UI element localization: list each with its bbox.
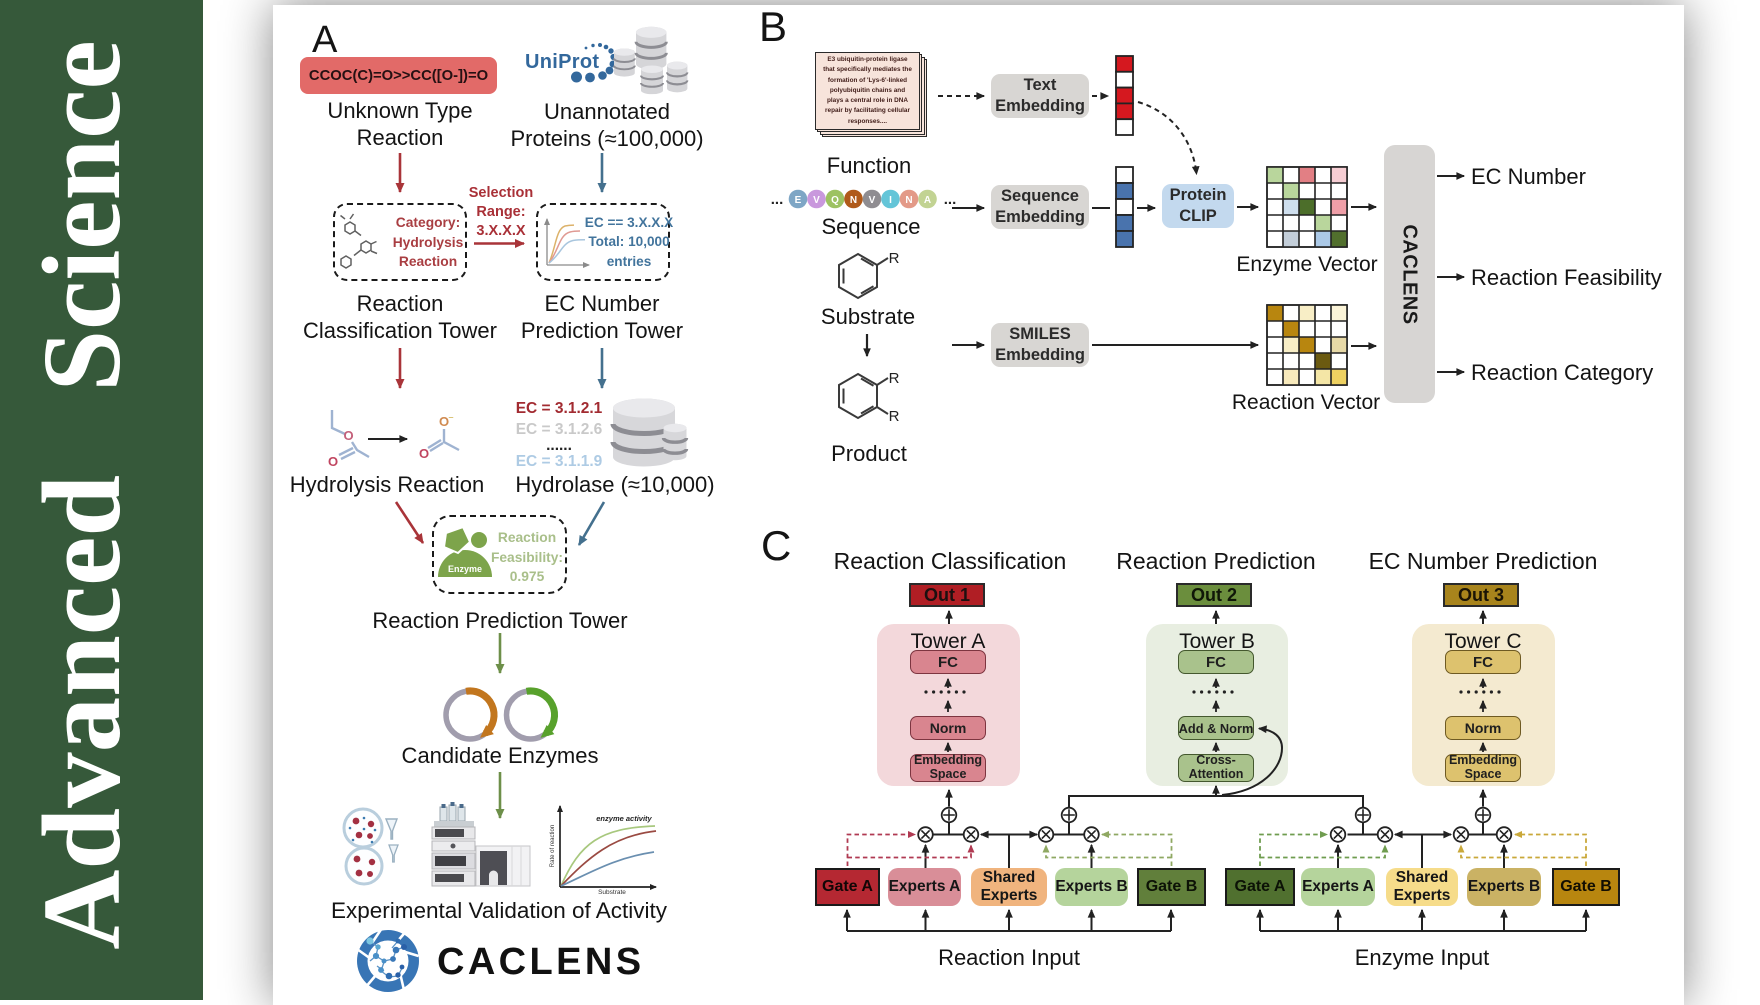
svg-text:R: R	[889, 370, 900, 387]
svg-text:V: V	[869, 195, 876, 206]
svg-text:O: O	[343, 428, 353, 443]
svg-text:A: A	[924, 195, 931, 206]
svg-text:Rate of reaction: Rate of reaction	[550, 825, 556, 867]
svg-text:O: O	[419, 446, 429, 461]
svg-text:N: N	[850, 195, 857, 206]
svg-text:–: –	[448, 412, 453, 422]
svg-text:V: V	[813, 195, 820, 206]
svg-text:Substrate: Substrate	[598, 889, 626, 896]
svg-text:R: R	[889, 408, 900, 425]
svg-text:O: O	[328, 454, 338, 469]
svg-text:Q: Q	[831, 195, 839, 206]
svg-text:R: R	[889, 250, 900, 267]
svg-text:E: E	[795, 195, 802, 206]
svg-text:...: ...	[944, 191, 957, 208]
svg-text:O: O	[439, 414, 449, 429]
svg-text:N: N	[905, 195, 912, 206]
svg-text:...: ...	[771, 191, 784, 208]
svg-text:Enzyme: Enzyme	[448, 564, 482, 574]
svg-text:I: I	[889, 195, 892, 206]
svg-text:enzyme activity: enzyme activity	[596, 814, 652, 823]
